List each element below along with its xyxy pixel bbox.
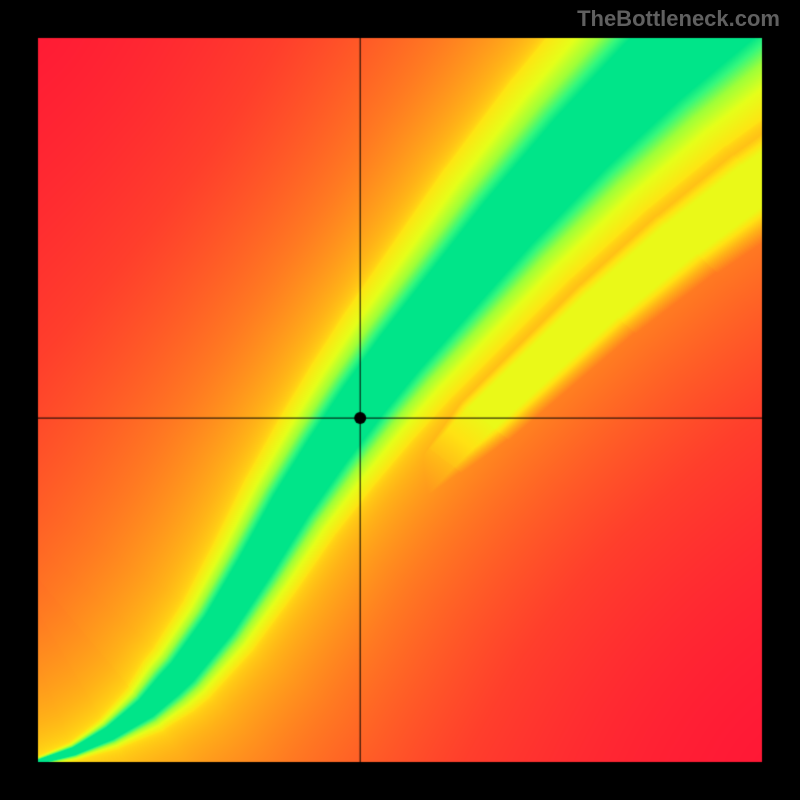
watermark-text: TheBottleneck.com — [577, 6, 780, 32]
bottleneck-heatmap — [0, 0, 800, 800]
chart-container: TheBottleneck.com — [0, 0, 800, 800]
